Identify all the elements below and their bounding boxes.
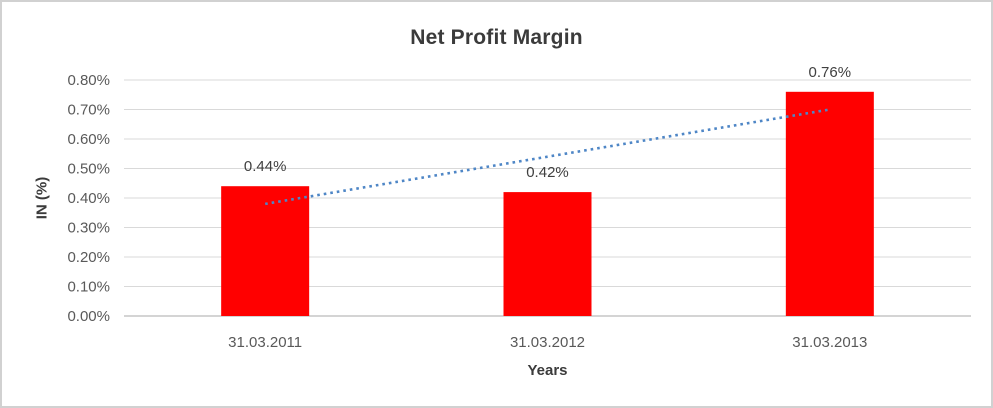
bar [221, 186, 310, 316]
chart-title: Net Profit Margin [410, 26, 583, 49]
y-axis-title: IN (%) [33, 176, 51, 220]
bar-value-label: 0.44% [244, 158, 287, 175]
bar [503, 192, 592, 316]
y-tick-label: 0.00% [67, 308, 110, 325]
y-tick-label: 0.50% [67, 161, 110, 178]
trendline [264, 108, 831, 206]
x-category-label: 31.03.2011 [228, 334, 302, 351]
y-tick-label: 0.70% [67, 102, 110, 119]
x-axis-title: Years [527, 362, 568, 379]
y-tick-label: 0.10% [67, 279, 110, 296]
y-tick-label: 0.30% [67, 220, 110, 237]
y-tick-label: 0.80% [67, 72, 110, 89]
bar-value-label: 0.42% [526, 164, 569, 181]
x-category-label: 31.03.2013 [792, 334, 867, 351]
bar [785, 91, 874, 316]
bar-value-label: 0.76% [809, 64, 852, 81]
y-tick-label: 0.20% [67, 249, 110, 266]
y-tick-label: 0.60% [67, 131, 110, 148]
y-tick-label: 0.40% [67, 190, 110, 207]
x-category-label: 31.03.2012 [510, 334, 585, 351]
